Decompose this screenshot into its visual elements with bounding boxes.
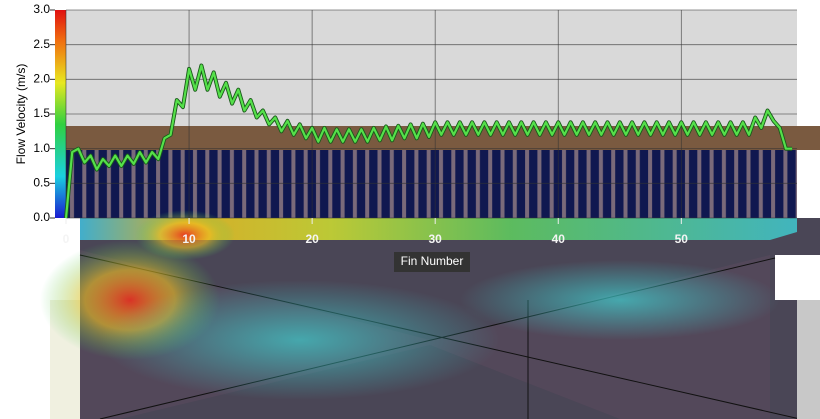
y-tick-label: 1.0 [33,141,50,155]
x-tick-label: 10 [182,232,196,246]
marks [64,63,793,219]
y-tick-label: 2.0 [33,72,50,86]
y-tick-label: 3.0 [33,2,50,16]
x-axis-label: Fin Number [401,254,464,268]
x-tick-label: 50 [675,232,689,246]
x-tick-label: 20 [305,232,319,246]
y-axis-label: Flow Velocity (m/s) [14,64,28,165]
x-tick-label: 30 [429,232,443,246]
line [64,64,793,219]
y-tick-label: 1.5 [33,106,50,120]
x-label-box [394,252,470,272]
y-tick-label: 2.5 [33,37,50,51]
background [40,10,820,419]
y-tick-label: 0.0 [33,210,50,224]
x-tick-label: 0 [63,232,70,246]
x-tick-label: 40 [552,232,566,246]
y-tick-label: 0.5 [33,176,50,190]
